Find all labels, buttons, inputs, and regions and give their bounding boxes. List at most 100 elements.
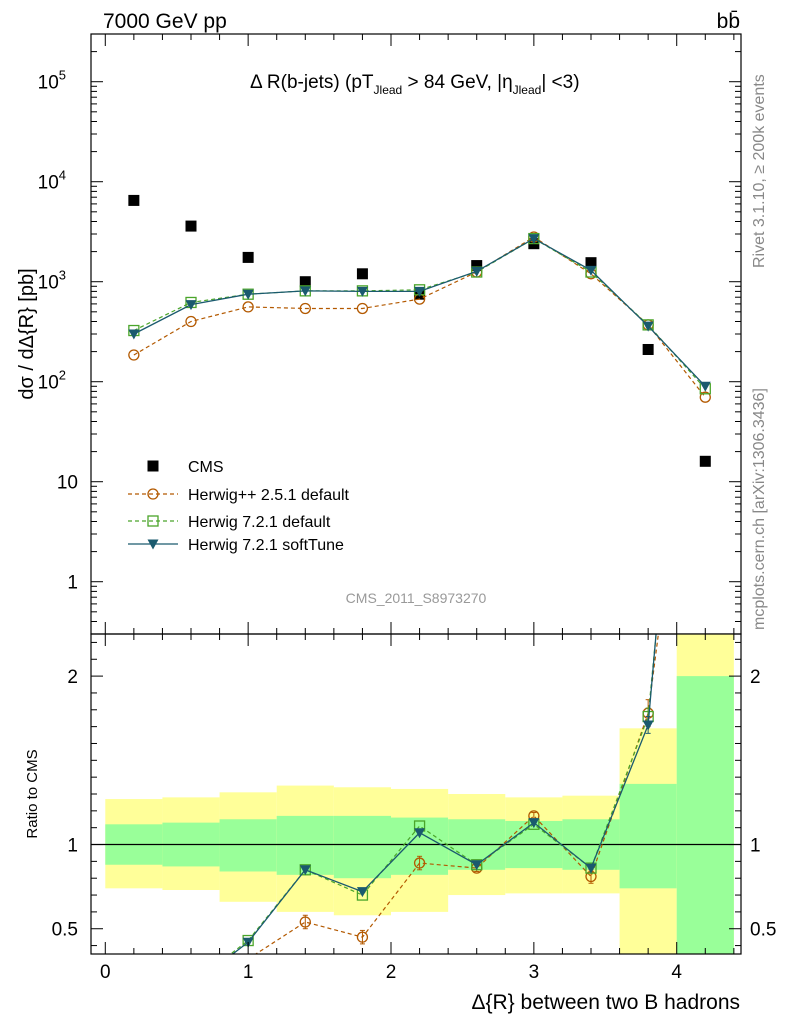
series-line-herwig721 [133,237,706,390]
ratio-point-herwigpp [413,857,426,869]
legend-entry-cms: CMS [147,459,224,476]
y-tick-label: 10 [57,473,78,494]
point-softtune [414,286,426,297]
ratio-point-herwigpp [356,931,369,943]
ratio-y-tick-label-right: 0.5 [750,920,776,941]
ratio-point-softtune [299,865,311,876]
point-cms [356,268,368,280]
rivet-version-label: Rivet 3.1.10, ≥ 200k events [751,74,768,268]
ratio-point-herwig721 [129,1000,139,1010]
y-tick-label: 105 [38,68,66,94]
legend-entry-herwig721: Herwig 7.2.1 default [128,514,331,531]
point-softtune [356,286,368,297]
energy-label: 7000 GeV pp [103,10,227,33]
band-inner [676,676,734,954]
point-herwigpp [356,302,369,315]
ratio-point-herwig721 [186,979,196,989]
x-tick-label: 0 [100,962,111,983]
band-inner [619,783,677,889]
legend-marker [147,488,159,500]
point-softtune [585,265,597,276]
point-softtune [128,329,140,340]
series-cms [128,194,711,467]
ratio-point-softtune [186,982,197,992]
series-herwig721 [128,232,711,395]
main-y-axis-label: dσ / dΔ{R} [pb] [16,268,38,399]
point-softtune [185,300,197,311]
series-softtune [128,234,711,392]
uncertainty-bands [105,634,734,954]
ratio-point-herwig721 [700,115,710,125]
series-line-softtune [133,237,706,387]
point-softtune [642,321,654,332]
point-softtune [471,266,483,277]
ratio-y-tick-label: 2 [67,667,78,688]
point-herwigpp [128,349,140,361]
ratio-point-softtune [700,65,711,75]
main-plot-title: Δ R(b-jets) (pTJlead > 84 GeV, |ηJlead| … [250,72,580,97]
ratio-y-tick-label: 1 [67,836,78,857]
series-line-herwigpp [133,236,706,398]
ratio-point-herwigpp [186,989,196,999]
ratio-point-softtune [585,863,597,874]
ratio-panel: 0.5 0.5 1 1 2 2 0 1 2 3 4 Ratio to CMS Δ{R} betwee… [24,65,776,1014]
ratio-y-axis-label: Ratio to CMS [24,749,41,838]
point-softtune [699,381,711,392]
band-inner [219,819,277,872]
y-tick-label: 102 [38,368,66,394]
point-herwigpp [242,301,254,313]
ratio-point-herwigpp [700,267,710,277]
legend-label: Herwig 7.2.1 default [188,514,331,531]
point-softtune [528,234,540,245]
point-softtune [242,289,254,300]
x-tick-label: 4 [671,962,682,983]
point-cms [299,276,311,288]
legend: CMS Herwig++ 2.5.1 default Herwig 7.2.1 de… [128,459,350,554]
ratio-y-tick-label-right: 1 [750,836,761,857]
ratio-point-softtune [128,1001,139,1011]
x-tick-label: 2 [386,962,397,983]
x-tick-label: 1 [243,962,254,983]
point-softtune [299,286,311,297]
ratio-point-herwigpp [299,916,311,928]
legend-marker [147,460,159,472]
ratio-point-softtune [471,860,483,871]
point-herwigpp [299,302,311,315]
ratio-point-softtune [356,887,368,898]
ratio-point-softtune [528,818,540,829]
point-cms [128,194,140,206]
point-herwigpp [699,391,711,403]
legend-marker [147,515,159,527]
y-tick-label: 104 [38,168,66,194]
series-herwigpp [128,231,711,403]
legend-entry-softtune: Herwig 7.2.1 softTune [128,537,344,554]
point-herwigpp [185,315,197,328]
ratio-point-softtune [414,828,426,839]
analysis-watermark: CMS_2011_S8973270 [346,590,487,606]
ratio-point-herwigpp [129,1003,139,1013]
ratio-point-softtune [642,720,654,731]
ratio-y-tick-label-right: 2 [750,667,761,688]
x-axis-label: Δ{R} between two B hadrons [471,991,740,1014]
point-cms [471,260,483,272]
legend-entry-herwigpp: Herwig++ 2.5.1 default [128,487,350,504]
process-label: bb̄ [717,10,740,33]
point-cms [185,220,197,232]
legend-label: CMS [188,459,224,476]
y-tick-label: 103 [38,268,66,294]
x-tick-label: 3 [529,962,540,983]
main-panel: 1 10 102 103 104 105 Δ R(b-jets) (pTJlead > 8… [16,33,742,635]
point-cms [699,455,711,467]
legend-label: Herwig++ 2.5.1 default [188,487,350,504]
ratio-y-tick-label: 0.5 [52,920,78,941]
point-cms [242,251,254,263]
legend-marker [147,539,159,550]
point-cms [585,257,597,269]
ratio-line-herwig721 [229,634,657,954]
point-cms [642,343,654,355]
y-tick-label: 1 [67,573,78,594]
legend-label: Herwig 7.2.1 softTune [188,537,344,554]
band-inner [333,815,391,879]
ratio-series-softtune [128,65,711,1011]
